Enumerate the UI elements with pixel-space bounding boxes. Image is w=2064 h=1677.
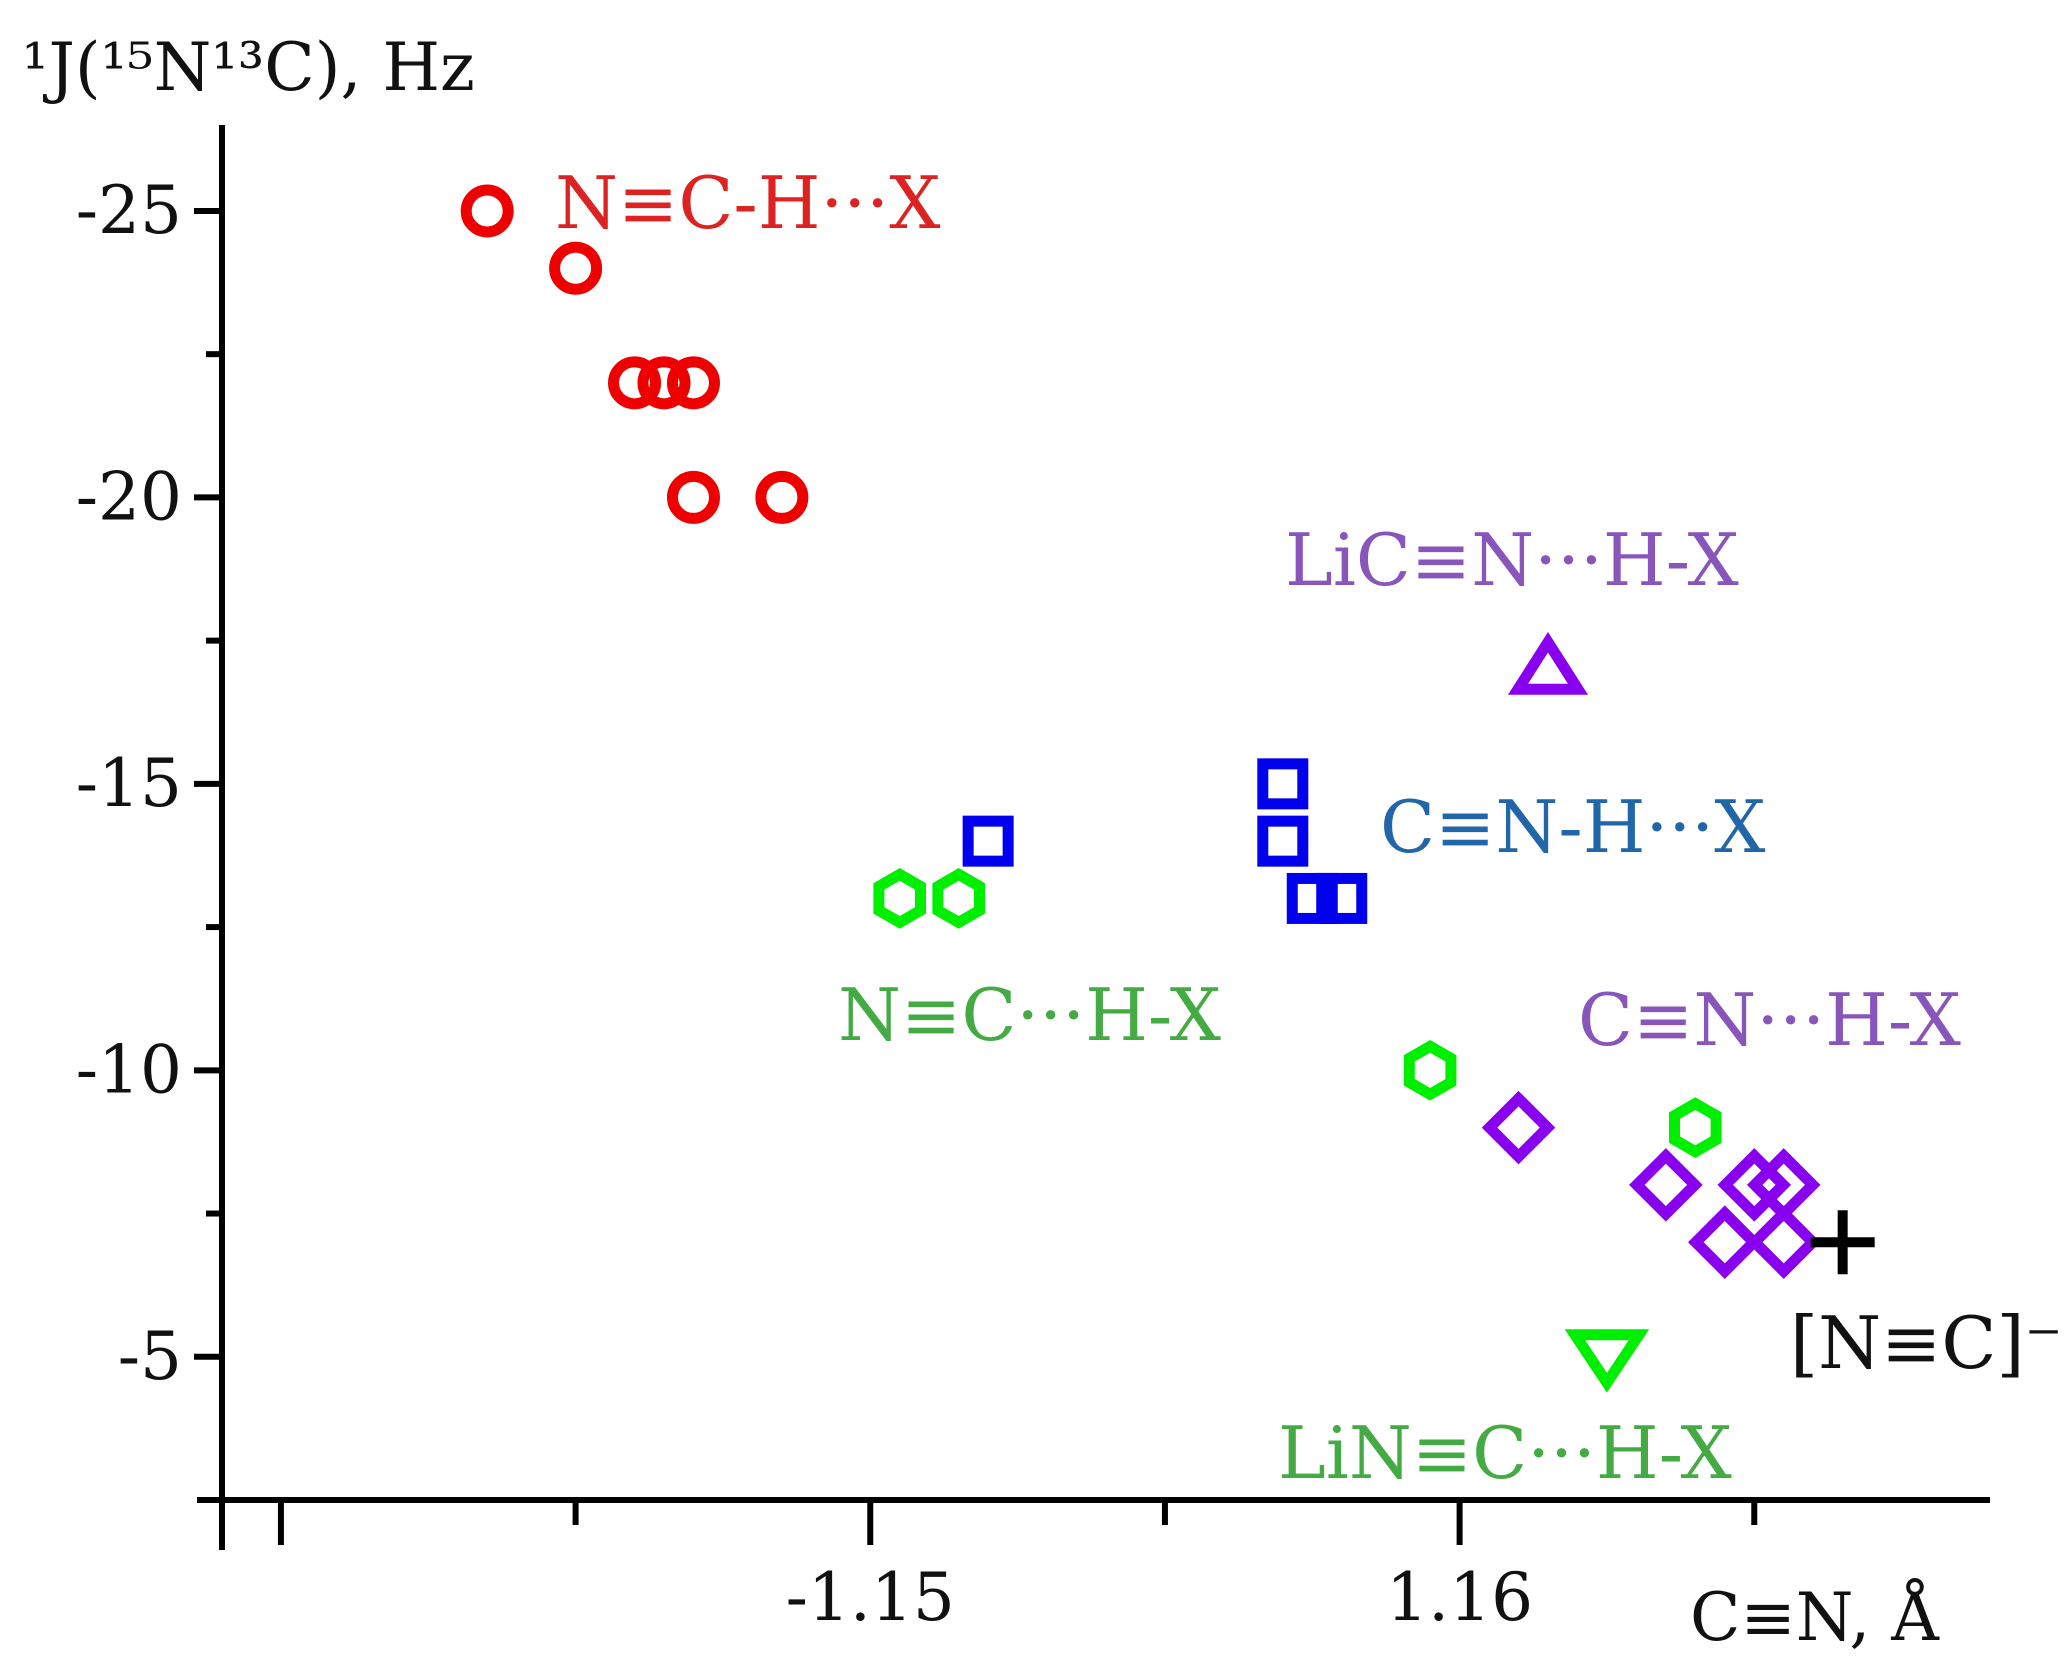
x-axis-title: C≡N, Å bbox=[1690, 1579, 1940, 1656]
y-tick-label: -5 bbox=[118, 1318, 182, 1395]
diamond-marker bbox=[1717, 1148, 1792, 1222]
circle-marker bbox=[549, 241, 603, 295]
ticks: -25 -20 -15 -10 -5 -1.15 1.16 bbox=[76, 172, 1758, 1636]
y-axis-title: ¹J(¹⁵N¹³C), Hz bbox=[22, 29, 475, 106]
square-marker bbox=[1316, 872, 1368, 924]
circle-marker bbox=[755, 470, 809, 524]
square-marker bbox=[1257, 758, 1309, 810]
hexagon-marker bbox=[1403, 1039, 1457, 1101]
triangle-down-marker bbox=[1564, 1329, 1650, 1393]
hexagon-marker bbox=[932, 868, 985, 929]
annotation-cnh-x: C≡N-H···X bbox=[1380, 785, 1765, 869]
y-tick-label: -20 bbox=[76, 458, 182, 535]
annotation-linc-hx: LiN≡C···H-X bbox=[1278, 1411, 1732, 1495]
annotation-cn-anion: [N≡C]⁻ bbox=[1790, 1301, 2063, 1385]
x-tick-label: 1.16 bbox=[1386, 1559, 1533, 1636]
diamond-marker bbox=[1688, 1205, 1762, 1279]
diamond-marker bbox=[1629, 1148, 1703, 1222]
triangle-up-marker bbox=[1507, 632, 1589, 695]
x-tick-label: -1.15 bbox=[786, 1559, 955, 1636]
square-marker bbox=[1257, 815, 1309, 867]
circle-marker bbox=[608, 356, 662, 410]
circle-marker bbox=[666, 470, 720, 524]
circle-marker bbox=[637, 356, 691, 410]
square-marker bbox=[962, 815, 1014, 867]
y-tick-label: -10 bbox=[76, 1031, 182, 1108]
diamond-marker bbox=[1481, 1090, 1556, 1165]
circle-marker bbox=[460, 184, 514, 238]
annotation-licn-hx: LiC≡N···H-X bbox=[1285, 518, 1739, 602]
data-points bbox=[460, 184, 1875, 1393]
y-tick-label: -25 bbox=[76, 172, 182, 249]
square-marker bbox=[1286, 872, 1338, 924]
y-tick-label: -15 bbox=[76, 745, 182, 822]
hexagon-marker bbox=[873, 868, 926, 929]
annotation-nch-x: N≡C-H···X bbox=[555, 161, 940, 245]
hexagon-marker bbox=[1669, 1097, 1722, 1158]
axes bbox=[197, 125, 1990, 1550]
diamond-marker bbox=[1746, 1205, 1821, 1279]
annotation-cn-hx: C≡N···H-X bbox=[1578, 978, 1961, 1062]
circle-marker bbox=[666, 356, 720, 410]
annotation-nc-hx: N≡C···H-X bbox=[838, 973, 1221, 1057]
